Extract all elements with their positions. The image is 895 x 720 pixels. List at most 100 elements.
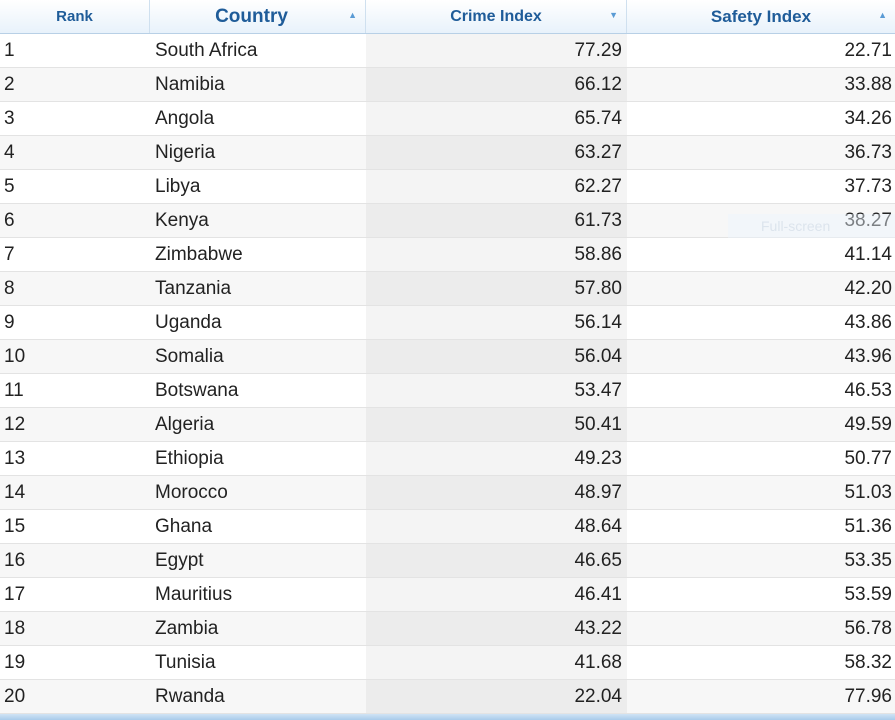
column-header-label: Crime Index <box>450 7 542 25</box>
table-row[interactable]: 13 Ethiopia 49.23 50.77 <box>0 442 895 476</box>
cell-crime-index: 56.14 <box>366 306 627 339</box>
cell-country: Rwanda <box>155 686 225 707</box>
sort-ascending-icon: ▲ <box>878 10 887 20</box>
cell-country: Somalia <box>155 346 224 367</box>
cell-country: Algeria <box>155 414 215 435</box>
table-row[interactable]: 17 Mauritius 46.41 53.59 <box>0 578 895 612</box>
table-row[interactable]: 5 Libya 62.27 37.73 <box>0 170 895 204</box>
cell-safety-index: 42.20 <box>844 278 892 299</box>
table-row[interactable]: 7 Zimbabwe 58.86 41.14 <box>0 238 895 272</box>
cell-country: Nigeria <box>155 142 216 163</box>
table-row[interactable]: 12 Algeria 50.41 49.59 <box>0 408 895 442</box>
table-row[interactable]: 14 Morocco 48.97 51.03 <box>0 476 895 510</box>
table-row[interactable]: 1 South Africa 77.29 22.71 <box>0 34 895 68</box>
cell-rank: 17 <box>4 584 26 605</box>
table-row[interactable]: 15 Ghana 48.64 51.36 <box>0 510 895 544</box>
column-header-country[interactable]: Country ▲ <box>150 0 366 33</box>
cell-safety-index: 41.14 <box>844 244 892 265</box>
cell-safety-index: 51.03 <box>844 482 892 503</box>
cell-country: Morocco <box>155 482 228 503</box>
cell-crime-index: 63.27 <box>366 136 627 169</box>
cell-rank: 4 <box>4 142 15 163</box>
cell-safety-index: 43.96 <box>844 346 892 367</box>
cell-country: Tanzania <box>155 278 232 299</box>
cell-rank: 15 <box>4 516 26 537</box>
cell-crime-index: 56.04 <box>366 340 627 373</box>
table-body: 1 South Africa 77.29 22.71 2 Namibia 66.12 33.8… <box>0 34 895 714</box>
cell-rank: 10 <box>4 346 26 367</box>
table-row[interactable]: 20 Rwanda 22.04 77.96 <box>0 680 895 714</box>
cell-rank: 6 <box>4 210 15 231</box>
table-row[interactable]: 4 Nigeria 63.27 36.73 <box>0 136 895 170</box>
cell-rank: 2 <box>4 74 15 95</box>
cell-rank: 1 <box>4 40 15 61</box>
table-row[interactable]: 9 Uganda 56.14 43.86 <box>0 306 895 340</box>
table-row[interactable]: 11 Botswana 53.47 46.53 <box>0 374 895 408</box>
cell-crime-index: 49.23 <box>366 442 627 475</box>
cell-country: South Africa <box>155 40 258 61</box>
cell-safety-index: 50.77 <box>844 448 892 469</box>
column-header-label: Safety Index <box>710 6 812 26</box>
sort-ascending-icon: ▲ <box>348 10 357 20</box>
cell-crime-index: 61.73 <box>366 204 627 237</box>
table-row[interactable]: 18 Zambia 43.22 56.78 <box>0 612 895 646</box>
cell-safety-index: 46.53 <box>844 380 892 401</box>
cell-rank: 5 <box>4 176 15 197</box>
cell-rank: 18 <box>4 618 26 639</box>
cell-crime-index: 46.65 <box>366 544 627 577</box>
cell-country: Kenya <box>155 210 209 231</box>
sort-descending-icon: ▼ <box>609 10 618 20</box>
table-row[interactable]: 8 Tanzania 57.80 42.20 <box>0 272 895 306</box>
column-header-safety-index[interactable]: Safety Index ▲ <box>627 0 895 33</box>
cell-country: Namibia <box>155 74 225 95</box>
cell-country: Libya <box>155 176 201 197</box>
cell-safety-index: 53.59 <box>844 584 892 605</box>
cell-crime-index: 50.41 <box>366 408 627 441</box>
cell-safety-index: 34.26 <box>844 108 892 129</box>
cell-crime-index: 53.47 <box>366 374 627 407</box>
cell-rank: 8 <box>4 278 15 299</box>
cell-crime-index: 48.64 <box>366 510 627 543</box>
cell-country: Egypt <box>155 550 204 571</box>
cell-country: Ghana <box>155 516 213 537</box>
cell-rank: 3 <box>4 108 15 129</box>
cell-safety-index: 49.59 <box>844 414 892 435</box>
cell-safety-index: 37.73 <box>844 176 892 197</box>
cell-rank: 11 <box>4 380 24 401</box>
cell-country: Tunisia <box>155 652 216 673</box>
table-row[interactable]: 3 Angola 65.74 34.26 <box>0 102 895 136</box>
column-header-label: Country <box>215 5 288 27</box>
cell-rank: 9 <box>4 312 15 333</box>
cell-country: Uganda <box>155 312 222 333</box>
cell-crime-index: 43.22 <box>366 612 627 645</box>
cell-safety-index: 22.71 <box>844 40 892 61</box>
cell-crime-index: 57.80 <box>366 272 627 305</box>
cell-rank: 14 <box>4 482 26 503</box>
cell-country: Zimbabwe <box>155 244 243 265</box>
cell-country: Ethiopia <box>155 448 224 469</box>
column-header-crime-index[interactable]: Crime Index ▼ <box>366 0 627 33</box>
column-header-rank[interactable]: Rank <box>0 0 150 33</box>
cell-country: Botswana <box>155 380 239 401</box>
cell-safety-index: 36.73 <box>844 142 892 163</box>
cell-safety-index: 77.96 <box>844 686 892 707</box>
column-header-label: Rank <box>56 8 93 25</box>
cell-country: Zambia <box>155 618 219 639</box>
cell-rank: 20 <box>4 686 26 707</box>
table-row[interactable]: 6 Kenya 61.73 38.27 <box>0 204 895 238</box>
cell-rank: 16 <box>4 550 26 571</box>
horizontal-scrollbar[interactable] <box>0 714 895 720</box>
cell-safety-index: 33.88 <box>844 74 892 95</box>
table-row[interactable]: 2 Namibia 66.12 33.88 <box>0 68 895 102</box>
cell-rank: 13 <box>4 448 26 469</box>
cell-safety-index: 51.36 <box>844 516 892 537</box>
table-row[interactable]: 19 Tunisia 41.68 58.32 <box>0 646 895 680</box>
cell-crime-index: 48.97 <box>366 476 627 509</box>
table-row[interactable]: 10 Somalia 56.04 43.96 <box>0 340 895 374</box>
cell-crime-index: 22.04 <box>366 680 627 713</box>
table-row[interactable]: 16 Egypt 46.65 53.35 <box>0 544 895 578</box>
cell-crime-index: 62.27 <box>366 170 627 203</box>
cell-safety-index: 58.32 <box>844 652 892 673</box>
cell-country: Angola <box>155 108 215 129</box>
